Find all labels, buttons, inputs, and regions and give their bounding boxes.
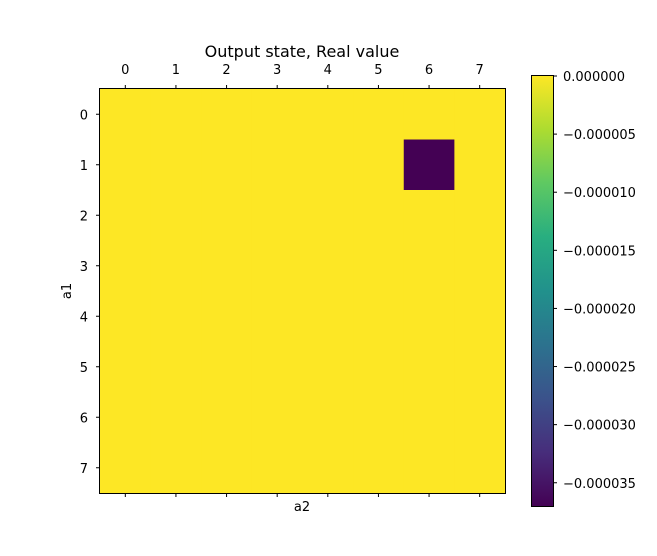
heatmap-cell bbox=[454, 240, 506, 292]
y-tick-label: 2 bbox=[80, 209, 88, 224]
heatmap-cell bbox=[302, 291, 354, 343]
heatmap-cell bbox=[353, 139, 405, 191]
heatmap-cell bbox=[302, 442, 354, 494]
heatmap-cell bbox=[302, 392, 354, 444]
x-axis-label: a2 bbox=[294, 500, 310, 515]
heatmap-cell bbox=[353, 89, 405, 141]
plot-frame bbox=[99, 88, 506, 494]
colorbar-tick-label: −0.000005 bbox=[563, 128, 636, 143]
heatmap-cell bbox=[201, 442, 253, 494]
x-tick-label: 2 bbox=[222, 63, 230, 78]
colorbar-tick-label: −0.000035 bbox=[563, 477, 636, 492]
heatmap-cell bbox=[403, 240, 455, 292]
heatmap-cell bbox=[201, 341, 253, 393]
heatmap-cell bbox=[251, 190, 304, 242]
heatmap-cell bbox=[150, 240, 202, 292]
heatmap-cell bbox=[251, 341, 304, 393]
heatmap-cell bbox=[403, 291, 455, 343]
colorbar-ticks: 0.000000 −0.000005 −0.000010 −0.000015 −0.00… bbox=[553, 70, 636, 492]
heatmap-cell bbox=[150, 89, 202, 141]
y-tick-label: 4 bbox=[80, 310, 88, 325]
heatmap-cell bbox=[403, 139, 455, 191]
y-tick-label: 7 bbox=[80, 462, 88, 477]
x-tick-label: 5 bbox=[374, 63, 382, 78]
heatmap-cell bbox=[100, 392, 152, 444]
heatmap-cell bbox=[150, 190, 202, 242]
heatmap-cell bbox=[353, 190, 405, 242]
colorbar-tick-label: −0.000025 bbox=[563, 361, 636, 376]
heatmap-cell bbox=[403, 89, 455, 141]
heatmap-cell bbox=[454, 341, 506, 393]
heatmap-cell bbox=[100, 341, 152, 393]
heatmap-cell bbox=[454, 139, 506, 191]
heatmap-cell bbox=[403, 392, 455, 444]
heatmap-cell bbox=[302, 190, 354, 242]
heatmap-cell bbox=[100, 291, 152, 343]
chart-title: Output state, Real value bbox=[205, 42, 400, 61]
heatmap-cell bbox=[403, 442, 455, 494]
heatmap-cell bbox=[251, 89, 304, 141]
x-tick-label: 1 bbox=[172, 63, 180, 78]
colorbar-tick-label: −0.000020 bbox=[563, 302, 636, 317]
heatmap-cell bbox=[251, 442, 304, 494]
heatmap-cell bbox=[201, 89, 253, 141]
heatmap-cell bbox=[100, 190, 152, 242]
x-axis-ticks: 0 1 2 3 4 5 6 7 bbox=[121, 63, 484, 497]
heatmap-cell bbox=[201, 392, 253, 444]
heatmap-cell bbox=[150, 392, 202, 444]
heatmap-cell bbox=[403, 341, 455, 393]
heatmap-cell bbox=[150, 341, 202, 393]
heatmap-cell bbox=[251, 392, 304, 444]
colorbar-tick-label: 0.000000 bbox=[563, 70, 625, 85]
y-tick-label: 1 bbox=[80, 159, 88, 174]
y-tick-label: 5 bbox=[80, 361, 88, 376]
y-tick-label: 0 bbox=[80, 108, 88, 123]
heatmap-cell bbox=[403, 190, 455, 242]
y-axis-label: a1 bbox=[60, 283, 75, 299]
heatmap-cells bbox=[100, 89, 506, 494]
x-tick-label: 0 bbox=[121, 63, 129, 78]
heatmap-cell bbox=[302, 139, 354, 191]
heatmap-cell bbox=[201, 291, 253, 343]
heatmap-cell bbox=[302, 341, 354, 393]
x-tick-label: 3 bbox=[273, 63, 281, 78]
heatmap-cell bbox=[353, 240, 405, 292]
x-tick-label: 4 bbox=[324, 63, 332, 78]
heatmap-cell bbox=[150, 442, 202, 494]
heatmap-cell bbox=[100, 139, 152, 191]
heatmap-cell bbox=[201, 190, 253, 242]
heatmap-cell bbox=[251, 291, 304, 343]
y-tick-label: 3 bbox=[80, 260, 88, 275]
heatmap-cell bbox=[302, 240, 354, 292]
heatmap-cell bbox=[150, 291, 202, 343]
heatmap-cell bbox=[454, 190, 506, 242]
colorbar-tick-label: −0.000010 bbox=[563, 186, 636, 201]
y-axis-ticks: 0 1 2 3 4 5 6 7 bbox=[80, 108, 100, 477]
heatmap-cell bbox=[100, 89, 152, 141]
heatmap-cell bbox=[454, 89, 506, 141]
heatmap-cell bbox=[150, 139, 202, 191]
heatmap-cell bbox=[302, 89, 354, 141]
heatmap-cell bbox=[251, 240, 304, 292]
heatmap-cell bbox=[454, 392, 506, 444]
heatmap-cell bbox=[454, 291, 506, 343]
heatmap-cell bbox=[353, 442, 405, 494]
x-tick-label: 6 bbox=[425, 63, 433, 78]
heatmap-cell bbox=[100, 240, 152, 292]
y-tick-label: 6 bbox=[80, 411, 88, 426]
heatmap-cell bbox=[353, 341, 405, 393]
colorbar-tick-label: −0.000030 bbox=[563, 419, 636, 434]
heatmap-cell bbox=[454, 442, 506, 494]
heatmap-cell bbox=[201, 240, 253, 292]
heatmap-cell bbox=[353, 291, 405, 343]
heatmap-cell bbox=[100, 442, 152, 494]
x-tick-label: 7 bbox=[476, 63, 484, 78]
heatmap-cell bbox=[251, 139, 304, 191]
colorbar bbox=[531, 75, 554, 507]
colorbar-tick-label: −0.000015 bbox=[563, 244, 636, 259]
heatmap-cell bbox=[353, 392, 405, 444]
heatmap-cell bbox=[201, 139, 253, 191]
